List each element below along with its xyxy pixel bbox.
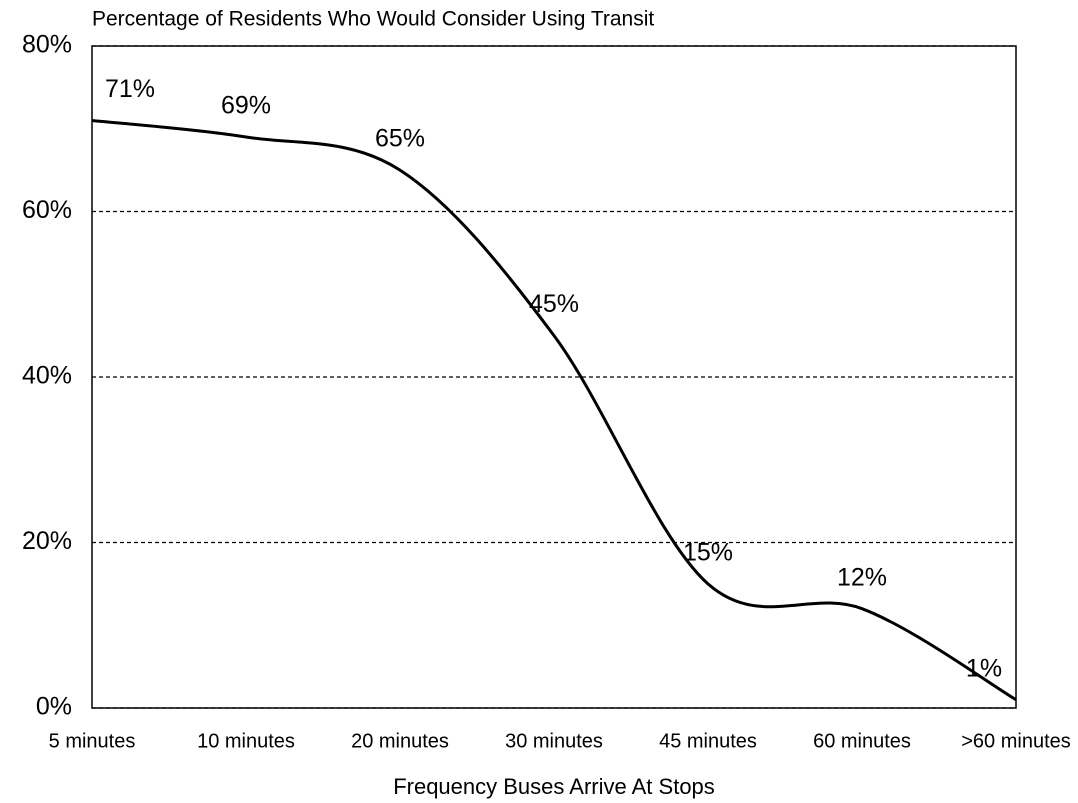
- x-tick-label: 5 minutes: [49, 730, 136, 752]
- y-tick-label: 80%: [22, 31, 72, 59]
- chart-title: Percentage of Residents Who Would Consid…: [92, 8, 654, 31]
- data-label: 65%: [375, 125, 425, 153]
- x-tick-label: 60 minutes: [813, 730, 911, 752]
- y-tick-label: 40%: [22, 362, 72, 390]
- data-label: 1%: [966, 654, 1002, 682]
- y-tick-label: 0%: [36, 693, 72, 721]
- data-label: 12%: [837, 563, 887, 591]
- plot-frame: [91, 45, 1017, 709]
- x-tick-label: >60 minutes: [961, 730, 1071, 752]
- line: [91, 118, 1017, 702]
- x-tick-label: 30 minutes: [505, 730, 603, 752]
- data-label: 15%: [683, 538, 733, 566]
- data-label: 71%: [105, 75, 155, 103]
- data-label: 69%: [221, 92, 271, 120]
- y-tick-label: 20%: [22, 527, 72, 555]
- y-tick-label: 60%: [22, 196, 72, 224]
- x-tick-label: 45 minutes: [659, 730, 757, 752]
- x-tick-label: 20 minutes: [351, 730, 449, 752]
- x-axis-label: Frequency Buses Arrive At Stops: [393, 774, 715, 799]
- x-tick-label: 10 minutes: [197, 730, 295, 752]
- data-label: 45%: [529, 290, 579, 318]
